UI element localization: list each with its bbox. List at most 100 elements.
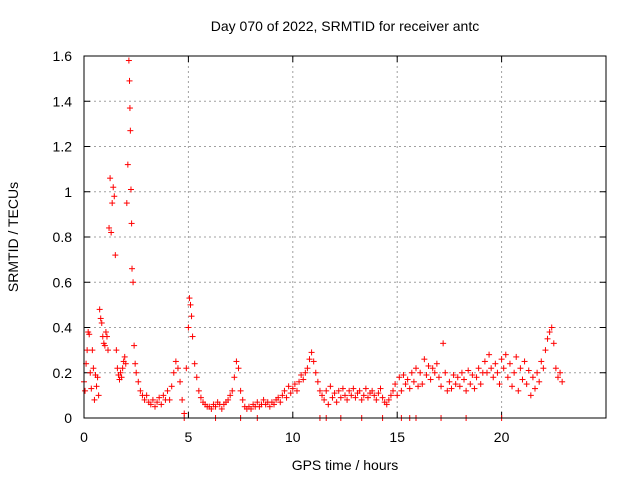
data-point xyxy=(119,365,126,372)
data-point xyxy=(383,401,390,408)
data-point xyxy=(125,57,132,64)
data-point xyxy=(197,394,204,401)
data-point xyxy=(84,347,91,354)
data-point xyxy=(110,184,117,191)
data-point xyxy=(352,394,359,401)
data-point xyxy=(513,353,520,360)
data-point xyxy=(412,365,419,372)
data-point xyxy=(400,372,407,379)
data-point xyxy=(544,335,551,342)
data-point xyxy=(331,390,338,397)
data-point xyxy=(346,387,353,394)
data-point xyxy=(188,313,195,320)
data-point xyxy=(333,399,340,406)
data-point xyxy=(358,396,365,403)
data-point xyxy=(500,365,507,372)
data-point xyxy=(327,383,334,390)
data-point xyxy=(506,360,513,367)
y-axis-title: SRMTID / TECUs xyxy=(5,182,21,292)
data-point xyxy=(469,372,476,379)
data-point xyxy=(108,229,115,236)
data-point xyxy=(387,392,394,399)
data-point xyxy=(117,369,124,376)
data-point xyxy=(156,394,163,401)
data-point xyxy=(164,387,171,394)
data-point xyxy=(442,369,449,376)
data-point xyxy=(177,378,184,385)
data-point xyxy=(542,347,549,354)
data-point xyxy=(310,358,317,365)
data-point xyxy=(523,381,530,388)
data-point xyxy=(166,396,173,403)
data-point xyxy=(147,401,154,408)
x-tick-label: 0 xyxy=(80,429,88,445)
data-point xyxy=(186,295,193,302)
data-point xyxy=(348,392,355,399)
data-point xyxy=(417,369,424,376)
data-point xyxy=(559,378,566,385)
data-point xyxy=(260,396,267,403)
data-point xyxy=(283,394,290,401)
data-point xyxy=(415,383,422,390)
data-point xyxy=(342,392,348,399)
x-tick-label: 20 xyxy=(494,429,510,445)
data-point xyxy=(421,356,428,363)
data-point xyxy=(275,394,282,401)
data-point xyxy=(95,392,102,399)
data-point xyxy=(127,127,134,134)
data-point xyxy=(435,374,442,381)
data-point xyxy=(193,374,200,381)
data-point xyxy=(440,340,447,347)
data-point xyxy=(185,324,192,331)
data-point xyxy=(433,360,440,367)
data-point xyxy=(438,383,445,390)
data-point xyxy=(316,387,323,394)
data-point xyxy=(517,365,524,372)
data-point xyxy=(89,347,96,354)
data-point xyxy=(385,396,392,403)
data-point xyxy=(448,385,455,392)
data-point xyxy=(427,376,434,383)
data-point xyxy=(377,385,384,392)
data-point xyxy=(509,383,516,390)
data-point xyxy=(527,392,534,399)
data-point xyxy=(511,369,518,376)
data-point xyxy=(461,376,468,383)
data-point xyxy=(486,351,493,358)
data-point xyxy=(304,365,311,372)
data-point xyxy=(404,376,411,383)
data-point xyxy=(521,358,528,365)
data-point xyxy=(314,378,321,385)
data-point xyxy=(132,360,139,367)
data-point xyxy=(410,378,417,385)
data-point xyxy=(149,396,156,403)
data-point xyxy=(98,319,105,326)
data-point xyxy=(540,365,547,372)
data-point xyxy=(406,385,413,392)
y-tick-label: 1.2 xyxy=(53,139,73,155)
data-point xyxy=(174,365,181,372)
data-point xyxy=(118,374,125,381)
data-point xyxy=(481,358,488,365)
data-point xyxy=(231,374,238,381)
data-point xyxy=(473,374,480,381)
data-point xyxy=(302,369,309,376)
data-point xyxy=(398,387,405,394)
data-point xyxy=(308,349,315,356)
x-axis-title: GPS time / hours xyxy=(292,457,399,473)
data-point xyxy=(237,387,244,394)
data-point xyxy=(187,301,194,308)
data-point xyxy=(477,381,484,388)
data-point xyxy=(126,105,133,112)
data-point xyxy=(490,374,497,381)
data-point xyxy=(208,405,215,412)
data-point xyxy=(113,347,120,354)
data-point xyxy=(106,224,113,231)
data-point xyxy=(548,324,555,331)
y-tick-label: 0.4 xyxy=(53,320,73,336)
data-point xyxy=(515,387,522,394)
data-point xyxy=(160,392,167,399)
data-point xyxy=(423,372,430,379)
y-tick-label: 0.6 xyxy=(53,274,73,290)
data-point xyxy=(135,378,142,385)
